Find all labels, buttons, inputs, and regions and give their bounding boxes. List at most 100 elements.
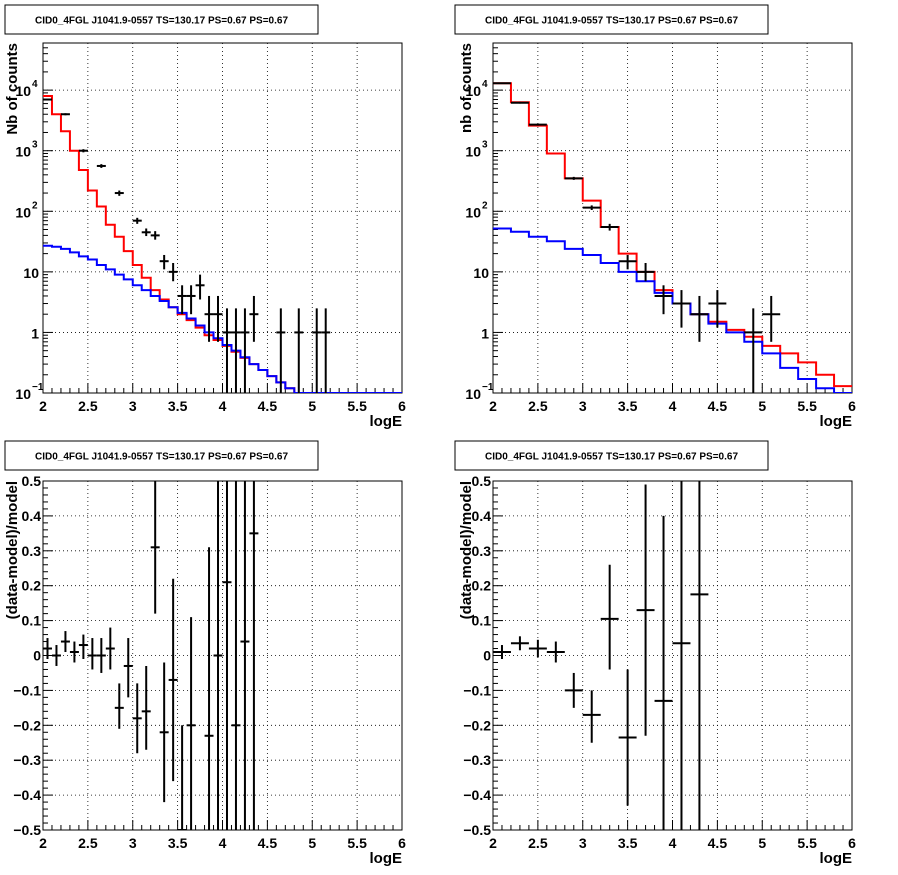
x-tick-label: 4.5 (708, 835, 728, 851)
y-tick-base: 10 (15, 83, 31, 99)
y-tick-label: 10 3 (15, 140, 38, 160)
data-point (240, 481, 250, 830)
data-point (177, 725, 187, 830)
y-tick-exponent: 2 (32, 200, 38, 211)
y-tick-label: −0.3 (13, 752, 41, 768)
y-tick-base: 10 (465, 386, 481, 402)
data-point (582, 205, 601, 210)
y-tick-exponent: −1 (32, 382, 44, 393)
plot-area (43, 95, 402, 393)
x-tick-label: 5.5 (347, 835, 367, 851)
x-tick-label: 3 (129, 398, 137, 414)
y-tick-base: 10 (465, 204, 481, 220)
y-tick-label: 0.3 (472, 543, 492, 559)
data-point (312, 308, 322, 393)
data-point (132, 683, 142, 754)
x-tick-label: 6 (398, 835, 406, 851)
y-tick-label: 10 4 (465, 79, 488, 99)
data-point (240, 308, 250, 393)
data-point (150, 231, 160, 240)
y-tick-label: −0.5 (13, 822, 41, 838)
y-tick-base: 10 (465, 83, 481, 99)
data-point (186, 285, 196, 315)
component-model-histogram (493, 227, 852, 393)
plot-frame (492, 42, 853, 394)
y-axis-label: (data-model)/model (458, 481, 475, 619)
y-tick-label: 0.4 (472, 508, 492, 524)
y-axis-label: Nb of counts (4, 43, 21, 135)
x-tick-label: 4 (219, 398, 227, 414)
data-point (150, 481, 160, 614)
x-tick-label: 2.5 (78, 835, 98, 851)
chart-panel-4: CID0_4FGL J1041.9-0557 TS=130.17 PS=0.67… (454, 440, 856, 867)
data-point (78, 149, 88, 153)
data-point (708, 290, 727, 328)
y-tick-label: 0.5 (472, 473, 492, 489)
y-tick-label: 10 −1 (15, 382, 43, 402)
plot-area (43, 481, 259, 830)
data-point (321, 308, 331, 393)
y-tick-base: 1 (31, 325, 39, 341)
data-point (132, 217, 142, 224)
data-point (60, 113, 70, 116)
data-point (204, 547, 214, 830)
data-point (51, 645, 61, 666)
data-point (654, 285, 673, 315)
y-tick-exponent: −1 (482, 382, 494, 393)
data-point (636, 263, 655, 282)
data-point (493, 82, 511, 85)
x-axis-label: logE (370, 850, 403, 867)
data-point (249, 295, 259, 342)
data-point (744, 308, 763, 393)
x-tick-label: 5.5 (797, 835, 817, 851)
data-point (141, 665, 151, 750)
x-tick-label: 6 (398, 398, 406, 414)
data-point (177, 285, 187, 315)
y-tick-label: −0.4 (463, 787, 491, 803)
data-point (114, 683, 124, 729)
x-tick-label: 4.5 (258, 398, 278, 414)
y-tick-label: 0 (483, 648, 491, 664)
x-tick-label: 3 (579, 835, 587, 851)
x-tick-label: 2.5 (78, 398, 98, 414)
chart-panel-1: CID0_4FGL J1041.9-0557 TS=130.17 PS=0.67… (4, 4, 406, 430)
x-tick-label: 3.5 (618, 398, 638, 414)
data-point (159, 662, 169, 803)
data-point (159, 254, 169, 270)
x-tick-label: 2 (39, 835, 47, 851)
y-tick-exponent: 3 (482, 140, 488, 151)
x-tick-label: 2 (489, 398, 497, 414)
chart-panel-2: CID0_4FGL J1041.9-0557 TS=130.17 PS=0.67… (454, 4, 856, 430)
data-point (87, 638, 97, 670)
data-point (213, 481, 223, 830)
title-box (454, 4, 769, 35)
data-point (60, 631, 70, 653)
y-tick-base: 10 (23, 265, 39, 281)
x-axis-label: logE (370, 413, 403, 430)
chart-title: CID0_4FGL J1041.9-0557 TS=130.17 PS=0.67… (35, 16, 288, 27)
chart-title: CID0_4FGL J1041.9-0557 TS=130.17 PS=0.67… (35, 452, 288, 463)
y-tick-label: 0.1 (472, 613, 492, 629)
x-axis-label: logE (820, 850, 853, 867)
y-tick-base: 10 (15, 204, 31, 220)
y-tick-label: 10 (473, 265, 489, 281)
y-tick-exponent: 4 (32, 79, 38, 90)
x-tick-label: 2.5 (528, 398, 548, 414)
data-point (690, 295, 709, 342)
y-tick-base: 10 (465, 144, 481, 160)
x-tick-label: 5 (308, 398, 316, 414)
y-tick-label: 0.3 (22, 543, 42, 559)
x-tick-label: 5.5 (347, 398, 367, 414)
y-tick-base: 10 (473, 265, 489, 281)
y-tick-label: −0.1 (463, 682, 491, 698)
data-point (43, 98, 52, 101)
data-point (105, 627, 115, 670)
x-tick-label: 2 (489, 835, 497, 851)
data-point (762, 295, 781, 342)
y-tick-base: 1 (481, 325, 489, 341)
data-point (618, 669, 637, 806)
title-box (454, 440, 769, 471)
x-tick-label: 3.5 (168, 398, 188, 414)
data-point (582, 690, 601, 743)
